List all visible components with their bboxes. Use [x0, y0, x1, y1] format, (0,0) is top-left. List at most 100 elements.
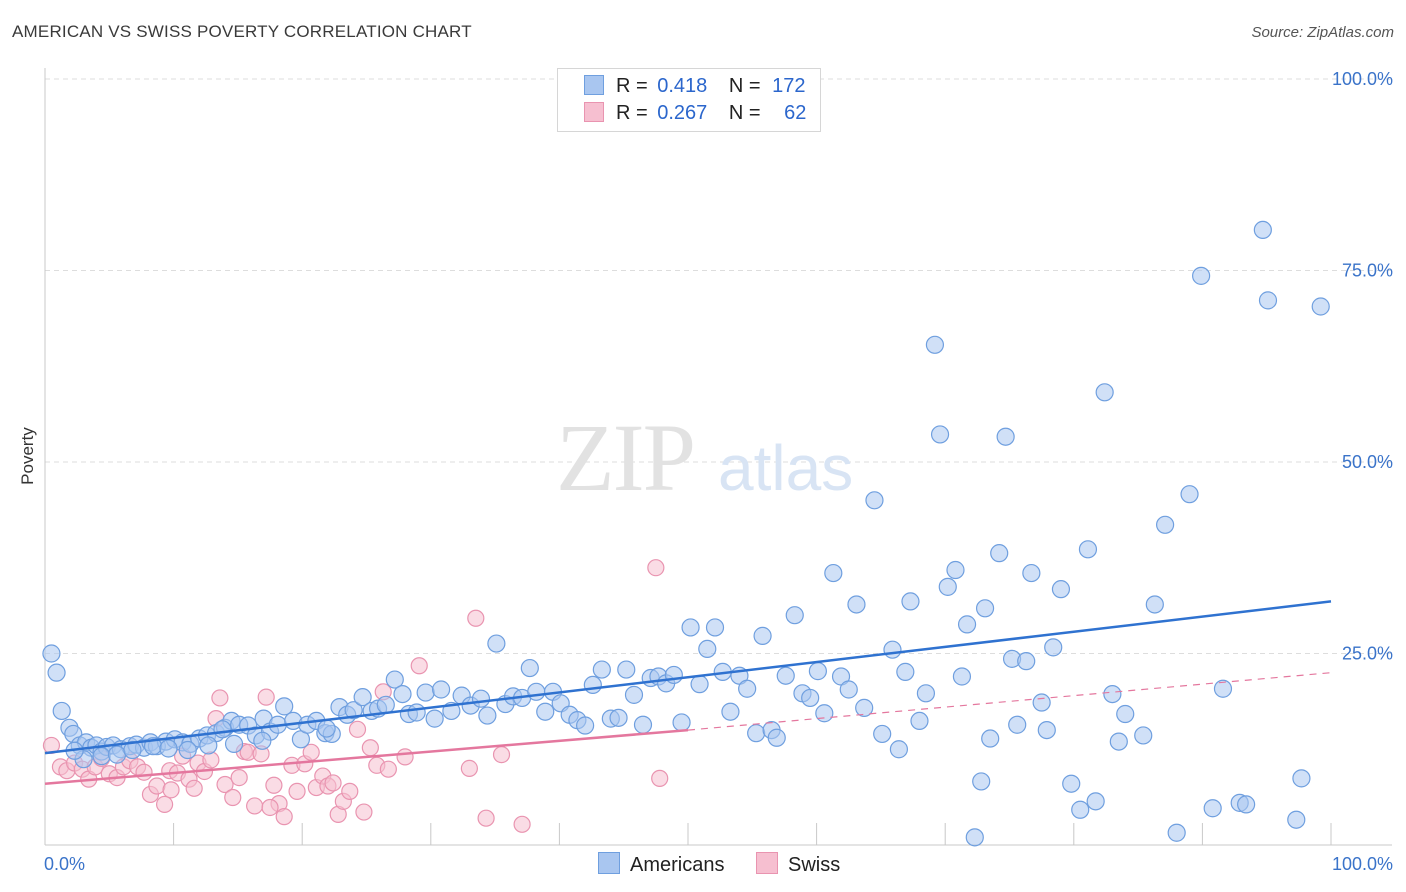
american-point — [1037, 720, 1056, 740]
american-point — [47, 663, 66, 682]
swiss-point — [246, 797, 264, 815]
correlation-legend: R = 0.418 N = 172 R = 0.267 N = 62 — [557, 68, 821, 132]
american-point — [975, 599, 995, 618]
y-tick-label: 75.0% — [1342, 261, 1393, 281]
american-point — [1032, 693, 1051, 712]
swiss-point — [261, 798, 279, 817]
swiss-r-label: R = — [616, 102, 648, 124]
swiss-point — [355, 803, 373, 821]
legend-row-swiss: R = 0.267 N = 62 — [584, 102, 806, 126]
swiss-point — [492, 746, 511, 764]
american-point — [815, 704, 834, 723]
gridlines — [45, 78, 1392, 654]
american-point — [664, 665, 683, 685]
american-point — [824, 563, 843, 583]
american-point — [527, 682, 546, 701]
x-tick-label: 0.0% — [44, 854, 85, 874]
american-point — [916, 684, 936, 703]
american-point — [344, 701, 363, 720]
american-point — [1134, 726, 1153, 745]
american-point — [946, 560, 965, 580]
american-point — [901, 592, 920, 611]
american-point — [275, 697, 294, 716]
american-point — [107, 745, 127, 764]
americans-n-label: N = — [728, 75, 761, 97]
swiss-point — [185, 779, 203, 797]
swiss-point — [224, 788, 242, 807]
swiss-point — [341, 782, 359, 800]
bottom-legend-americans: Americans — [598, 852, 724, 877]
american-point — [910, 711, 929, 731]
american-point — [425, 709, 444, 728]
american-point — [981, 729, 1000, 748]
american-point — [1095, 383, 1114, 402]
american-point — [690, 675, 709, 694]
swiss-swatch — [584, 102, 604, 122]
american-point — [747, 724, 766, 743]
x-tick-label: 100.0% — [1332, 854, 1393, 874]
y-tick-label: 25.0% — [1342, 644, 1393, 664]
american-point — [672, 713, 691, 732]
american-point — [393, 684, 412, 704]
american-point — [633, 715, 653, 734]
american-point — [1017, 652, 1036, 671]
american-point — [767, 728, 786, 747]
american-point — [487, 634, 506, 653]
american-point — [92, 747, 111, 766]
american-point — [1258, 291, 1278, 310]
americans-r-value: 0.418 — [657, 75, 708, 97]
american-point — [617, 660, 636, 679]
swiss-point — [379, 760, 397, 778]
americans-r-label: R = — [616, 75, 648, 97]
americans-n-value: 172 — [772, 75, 806, 97]
swiss-point — [460, 759, 478, 778]
american-points — [42, 220, 1330, 847]
bottom-americans-swatch — [598, 852, 620, 874]
swiss-point — [211, 689, 229, 707]
y-tick-label: 50.0% — [1342, 452, 1393, 472]
american-point — [52, 701, 71, 721]
american-point — [159, 739, 178, 758]
american-point — [1287, 810, 1306, 829]
american-point — [1253, 220, 1272, 240]
american-point — [865, 491, 884, 510]
american-point — [317, 719, 336, 738]
american-point — [224, 734, 244, 753]
american-point — [1103, 684, 1122, 704]
swiss-n-value: 62 — [784, 102, 807, 124]
american-point — [938, 577, 957, 596]
american-point — [1180, 485, 1199, 504]
swiss-point — [148, 777, 166, 795]
swiss-point — [288, 782, 306, 800]
american-point — [592, 660, 611, 679]
watermark-zip: ZIP — [556, 404, 694, 511]
american-point — [431, 680, 451, 699]
american-point — [624, 685, 644, 704]
american-point — [930, 425, 950, 444]
american-point — [376, 695, 395, 714]
swiss-point — [396, 748, 414, 766]
american-point — [1051, 580, 1071, 599]
american-point — [776, 666, 795, 685]
american-point — [1156, 515, 1175, 534]
american-point — [199, 736, 218, 755]
bottom-americans-label: Americans — [630, 854, 725, 876]
swiss-point — [324, 774, 342, 792]
swiss-n-label: N = — [728, 102, 761, 124]
american-point — [1292, 769, 1311, 788]
american-point — [520, 658, 539, 678]
american-point — [609, 708, 628, 727]
american-point — [889, 740, 909, 759]
bottom-swiss-swatch — [756, 852, 778, 874]
american-point — [1311, 297, 1330, 316]
americans-swatch — [584, 75, 604, 95]
tick-labels: 25.0% 50.0% 75.0% 100.0% 0.0% 100.0% — [44, 69, 1393, 874]
american-point — [471, 689, 491, 708]
american-point — [753, 626, 772, 645]
swiss-point — [257, 688, 275, 706]
american-point — [1008, 715, 1027, 734]
swiss-point — [651, 769, 669, 787]
american-point — [536, 702, 555, 721]
axes — [44, 68, 1392, 846]
american-point — [883, 640, 902, 659]
